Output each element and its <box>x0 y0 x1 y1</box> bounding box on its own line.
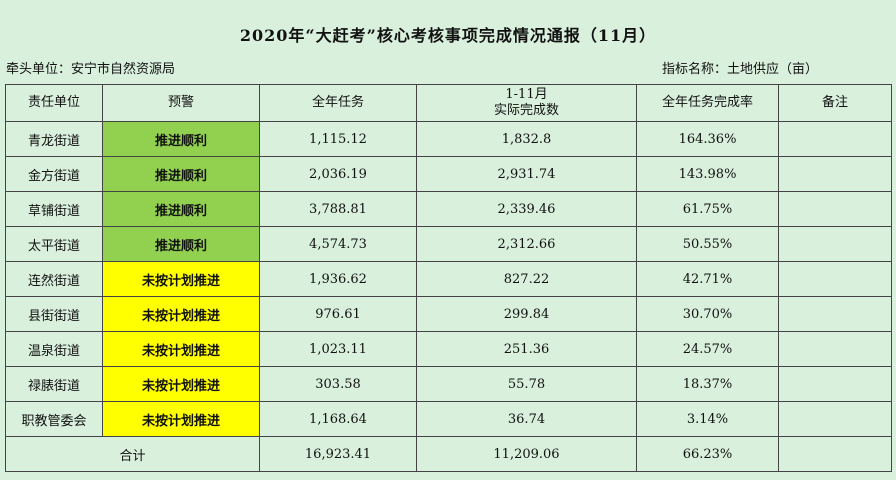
table-row: 太平街道 推进顺利 4,574.73 2,312.66 50.55% <box>5 226 892 262</box>
header-unit: 责任单位 <box>5 84 103 122</box>
table-row: 禄脿街道 未按计划推进 303.58 55.78 18.37% <box>5 366 892 402</box>
actual-cell: 2,931.74 <box>416 156 637 192</box>
unit-cell: 职教管委会 <box>5 401 103 437</box>
rate-cell: 42.71% <box>636 261 779 297</box>
warning-cell: 推进顺利 <box>102 191 260 227</box>
table-row: 温泉街道 未按计划推进 1,023.11 251.36 24.57% <box>5 331 892 367</box>
actual-cell: 2,339.46 <box>416 191 637 227</box>
table-row: 金方街道 推进顺利 2,036.19 2,931.74 143.98% <box>5 156 892 192</box>
rate-cell: 143.98% <box>636 156 779 192</box>
warning-cell: 推进顺利 <box>102 121 260 157</box>
actual-cell: 55.78 <box>416 366 637 402</box>
remarks-cell <box>778 191 892 227</box>
header-row: 责任单位 预警 全年任务 1-11月 实际完成数 全年任务完成率 备注 <box>5 84 892 122</box>
remarks-cell <box>778 156 892 192</box>
task-cell: 2,036.19 <box>259 156 417 192</box>
progress-table: 责任单位 预警 全年任务 1-11月 实际完成数 全年任务完成率 备注 青龙街道… <box>5 84 892 472</box>
actual-cell: 36.74 <box>416 401 637 437</box>
unit-cell: 连然街道 <box>5 261 103 297</box>
warning-cell: 未按计划推进 <box>102 296 260 332</box>
task-cell: 3,788.81 <box>259 191 417 227</box>
table-row: 县街街道 未按计划推进 976.61 299.84 30.70% <box>5 296 892 332</box>
unit-cell: 太平街道 <box>5 226 103 262</box>
actual-cell: 827.22 <box>416 261 637 297</box>
rate-cell: 61.75% <box>636 191 779 227</box>
unit-cell: 青龙街道 <box>5 121 103 157</box>
remarks-cell <box>778 331 892 367</box>
task-cell: 976.61 <box>259 296 417 332</box>
remarks-cell <box>778 226 892 262</box>
unit-cell: 县街街道 <box>5 296 103 332</box>
total-row: 合计 16,923.41 11,209.06 66.23% <box>5 436 892 472</box>
table-row: 职教管委会 未按计划推进 1,168.64 36.74 3.14% <box>5 401 892 437</box>
warning-cell: 推进顺利 <box>102 226 260 262</box>
task-cell: 1,168.64 <box>259 401 417 437</box>
rate-cell: 18.37% <box>636 366 779 402</box>
unit-cell: 温泉街道 <box>5 331 103 367</box>
total-actual: 11,209.06 <box>416 436 637 472</box>
header-actual: 1-11月 实际完成数 <box>416 84 637 122</box>
rate-cell: 30.70% <box>636 296 779 332</box>
remarks-cell <box>778 401 892 437</box>
task-cell: 1,936.62 <box>259 261 417 297</box>
total-label: 合计 <box>5 436 260 472</box>
indicator-label: 指标名称：土地供应（亩） <box>661 62 818 77</box>
header-rate: 全年任务完成率 <box>636 84 779 122</box>
total-remarks <box>778 436 892 472</box>
remarks-cell <box>778 366 892 402</box>
unit-cell: 禄脿街道 <box>5 366 103 402</box>
task-cell: 1,115.12 <box>259 121 417 157</box>
warning-cell: 未按计划推进 <box>102 261 260 297</box>
task-cell: 1,023.11 <box>259 331 417 367</box>
unit-cell: 金方街道 <box>5 156 103 192</box>
actual-cell: 299.84 <box>416 296 637 332</box>
header-remarks: 备注 <box>778 84 892 122</box>
warning-cell: 未按计划推进 <box>102 401 260 437</box>
rate-cell: 164.36% <box>636 121 779 157</box>
warning-cell: 推进顺利 <box>102 156 260 192</box>
total-task: 16,923.41 <box>259 436 417 472</box>
actual-cell: 1,832.8 <box>416 121 637 157</box>
table-row: 青龙街道 推进顺利 1,115.12 1,832.8 164.36% <box>5 121 892 157</box>
header-annual-task: 全年任务 <box>259 84 417 122</box>
task-cell: 303.58 <box>259 366 417 402</box>
header-actual-line1: 1-11月 <box>505 87 548 102</box>
header-actual-line2: 实际完成数 <box>493 103 559 118</box>
total-rate: 66.23% <box>636 436 779 472</box>
report-title: 2020年“大赶考”核心考核事项完成情况通报（11月） <box>239 26 657 45</box>
rate-cell: 24.57% <box>636 331 779 367</box>
actual-cell: 2,312.66 <box>416 226 637 262</box>
warning-cell: 未按计划推进 <box>102 331 260 367</box>
remarks-cell <box>778 261 892 297</box>
remarks-cell <box>778 296 892 332</box>
unit-cell: 草铺街道 <box>5 191 103 227</box>
remarks-cell <box>778 121 892 157</box>
task-cell: 4,574.73 <box>259 226 417 262</box>
rate-cell: 3.14% <box>636 401 779 437</box>
actual-cell: 251.36 <box>416 331 637 367</box>
rate-cell: 50.55% <box>636 226 779 262</box>
lead-unit-label: 牵头单位：安宁市自然资源局 <box>6 62 176 77</box>
table-row: 连然街道 未按计划推进 1,936.62 827.22 42.71% <box>5 261 892 297</box>
table-row: 草铺街道 推进顺利 3,788.81 2,339.46 61.75% <box>5 191 892 227</box>
warning-cell: 未按计划推进 <box>102 366 260 402</box>
header-warning: 预警 <box>102 84 260 122</box>
